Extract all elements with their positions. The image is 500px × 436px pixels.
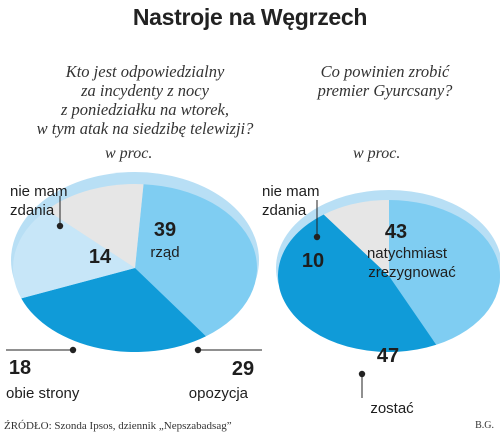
- question-1-line: za incydenty z nocy: [81, 81, 209, 100]
- value-government: 39: [154, 219, 176, 241]
- leader-dot-no-opinion-1: [56, 222, 64, 230]
- page-title: Nastroje na Węgrzech: [132, 4, 368, 30]
- question-2-line: Co powinien zrobić: [320, 62, 450, 81]
- pie-chart-2: [276, 190, 500, 353]
- pie-slice-opposition: [21, 268, 207, 352]
- pie-1-slices: [12, 183, 258, 352]
- pie-2-slices: [277, 199, 500, 353]
- label-government: rząd: [150, 244, 179, 261]
- pie-slice-both-sides: [12, 210, 135, 299]
- source-note: ŹRÓDŁO: Szonda Ipsos, dziennik „Nepszaba…: [4, 420, 232, 432]
- question-1: Kto jest odpowiedzialny za incydenty z n…: [20, 62, 270, 138]
- label-no-opinion-2-line1: nie mam: [262, 183, 320, 200]
- value-no-opinion-2: 10: [302, 250, 324, 272]
- label-both-sides: obie strony: [6, 385, 80, 402]
- question-2-line: premier Gyurcsany?: [317, 81, 453, 100]
- label-resign-line1: natychmiast: [367, 245, 448, 262]
- pie-slice-no-opinion-2: [323, 199, 389, 276]
- pie-slice-government: [135, 184, 258, 337]
- label-resign-line2: zrezygnować: [368, 264, 456, 281]
- label-stay: zostać: [370, 400, 414, 417]
- label-no-opinion-1-line2: zdania: [10, 202, 55, 219]
- question-1-line: w tym atak na siedzibę telewizji?: [36, 119, 254, 138]
- author-credit: B.G.: [475, 420, 494, 431]
- label-opposition: opozycja: [189, 385, 249, 402]
- pie-slice-no-opinion-1: [46, 183, 144, 268]
- unit-label-2: w proc.: [353, 145, 401, 162]
- label-no-opinion-2-line2: zdania: [262, 202, 307, 219]
- leader-dot-stay: [358, 370, 366, 378]
- pie-slice-resign: [389, 200, 500, 345]
- pie-chart-1: [11, 172, 259, 352]
- question-1-line: Kto jest odpowiedzialny: [65, 62, 225, 81]
- leader-dot-both-sides: [69, 346, 77, 354]
- value-no-opinion-1: 14: [89, 246, 112, 268]
- value-stay: 47: [377, 345, 399, 367]
- value-opposition: 29: [232, 358, 254, 380]
- question-2: Co powinien zrobić premier Gyurcsany?: [280, 62, 490, 100]
- label-no-opinion-1-line1: nie mam: [10, 183, 68, 200]
- value-resign: 43: [385, 221, 407, 243]
- unit-label-1: w proc.: [105, 145, 153, 162]
- pie-slice-stay: [277, 214, 437, 353]
- leader-dot-no-opinion-2: [313, 233, 321, 241]
- question-1-line: z poniedziałku na wtorek,: [60, 100, 230, 119]
- value-both-sides: 18: [9, 357, 31, 379]
- leader-dot-opposition: [194, 346, 202, 354]
